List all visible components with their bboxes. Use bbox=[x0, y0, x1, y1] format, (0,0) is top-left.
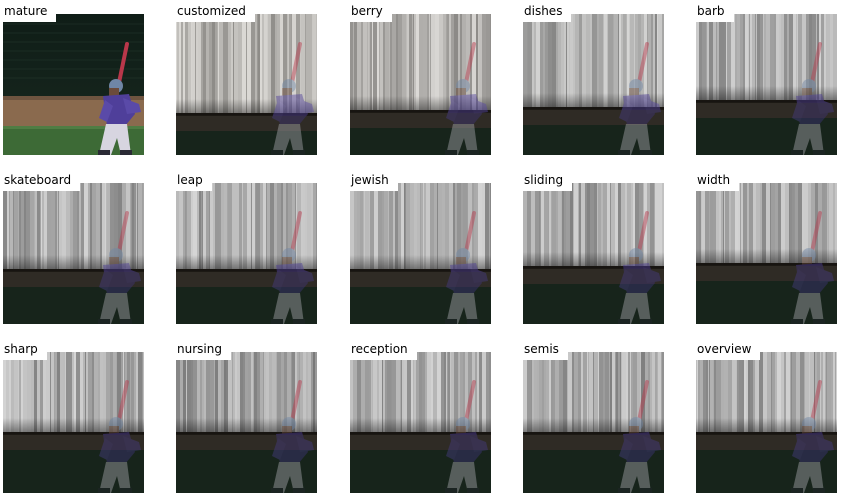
tile-caption: leap bbox=[176, 172, 212, 191]
image-tile bbox=[3, 183, 144, 324]
saliency-map bbox=[696, 183, 837, 324]
image-tile bbox=[696, 14, 837, 155]
image-tile bbox=[696, 352, 837, 493]
saliency-map bbox=[176, 183, 317, 324]
saliency-map bbox=[696, 352, 837, 493]
saliency-map bbox=[523, 183, 664, 324]
image-tile bbox=[176, 183, 317, 324]
tile-caption: sharp bbox=[3, 341, 47, 360]
saliency-map bbox=[696, 14, 837, 155]
image-tile bbox=[350, 352, 491, 493]
image-tile bbox=[523, 352, 664, 493]
image-tile bbox=[523, 183, 664, 324]
tile-caption: barb bbox=[696, 3, 734, 22]
image-tile bbox=[3, 352, 144, 493]
image-tile bbox=[350, 14, 491, 155]
tile-caption: width bbox=[696, 172, 740, 191]
image-tile bbox=[696, 183, 837, 324]
image-tile bbox=[3, 14, 144, 155]
tile-caption: dishes bbox=[523, 3, 572, 22]
image-tile bbox=[176, 352, 317, 493]
image-tile bbox=[350, 183, 491, 324]
tile-caption: skateboard bbox=[3, 172, 81, 191]
baseball-photo bbox=[3, 14, 144, 155]
saliency-map bbox=[350, 183, 491, 324]
tile-caption: overview bbox=[696, 341, 761, 360]
saliency-map bbox=[176, 352, 317, 493]
tile-caption: mature bbox=[3, 3, 57, 22]
saliency-map bbox=[3, 183, 144, 324]
saliency-map bbox=[176, 14, 317, 155]
tile-caption: nursing bbox=[176, 341, 231, 360]
saliency-map bbox=[523, 352, 664, 493]
image-tile bbox=[523, 14, 664, 155]
saliency-map bbox=[350, 352, 491, 493]
tile-caption: semis bbox=[523, 341, 568, 360]
saliency-map bbox=[523, 14, 664, 155]
saliency-map bbox=[3, 352, 144, 493]
image-tile bbox=[176, 14, 317, 155]
tile-caption: customized bbox=[176, 3, 255, 22]
tile-caption: berry bbox=[350, 3, 392, 22]
saliency-map bbox=[350, 14, 491, 155]
tile-caption: reception bbox=[350, 341, 417, 360]
tile-caption: sliding bbox=[523, 172, 573, 191]
tile-caption: jewish bbox=[350, 172, 398, 191]
